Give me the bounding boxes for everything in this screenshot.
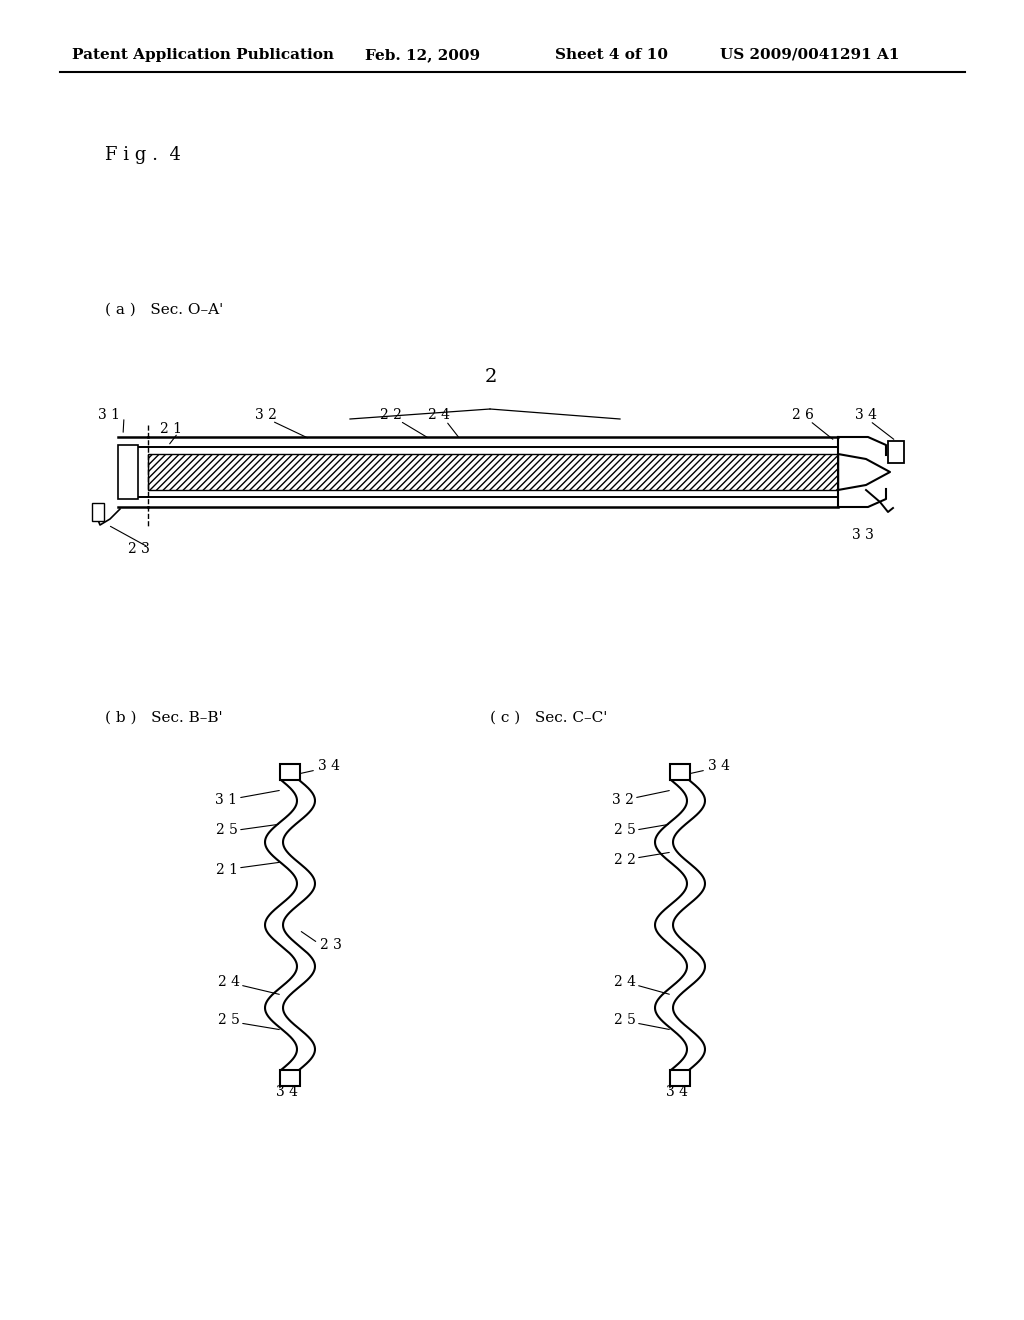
Bar xyxy=(888,441,904,463)
Text: 2 3: 2 3 xyxy=(319,939,342,952)
Text: 3 4: 3 4 xyxy=(855,408,877,422)
Polygon shape xyxy=(148,454,838,490)
Bar xyxy=(670,764,690,780)
Text: 2 5: 2 5 xyxy=(614,822,636,837)
Text: Feb. 12, 2009: Feb. 12, 2009 xyxy=(365,48,480,62)
Text: 2 5: 2 5 xyxy=(614,1012,636,1027)
Text: 3 3: 3 3 xyxy=(852,528,873,543)
Bar xyxy=(670,1071,690,1086)
Text: 2 5: 2 5 xyxy=(218,1012,240,1027)
Text: 3 2: 3 2 xyxy=(255,408,276,422)
Polygon shape xyxy=(265,780,315,1071)
Text: F i g .  4: F i g . 4 xyxy=(105,147,181,164)
Text: 3 4: 3 4 xyxy=(666,1085,688,1100)
Text: 2 4: 2 4 xyxy=(218,975,240,989)
Text: Sheet 4 of 10: Sheet 4 of 10 xyxy=(555,48,668,62)
Text: US 2009/0041291 A1: US 2009/0041291 A1 xyxy=(720,48,899,62)
Text: 2 4: 2 4 xyxy=(428,408,450,422)
Text: 3 4: 3 4 xyxy=(276,1085,298,1100)
Text: 3 4: 3 4 xyxy=(318,759,340,774)
Text: ( a )   Sec. O–A': ( a ) Sec. O–A' xyxy=(105,304,223,317)
Text: 2 2: 2 2 xyxy=(614,853,636,867)
Text: Patent Application Publication: Patent Application Publication xyxy=(72,48,334,62)
Bar xyxy=(280,764,300,780)
Bar xyxy=(92,503,104,521)
Text: 3 1: 3 1 xyxy=(215,793,237,807)
Text: 3 2: 3 2 xyxy=(612,793,634,807)
Text: ( b )   Sec. B–B': ( b ) Sec. B–B' xyxy=(105,711,222,725)
Bar xyxy=(280,1071,300,1086)
Text: 2 3: 2 3 xyxy=(128,543,150,556)
Text: 3 1: 3 1 xyxy=(98,408,120,422)
Bar xyxy=(118,445,138,499)
Text: 2 1: 2 1 xyxy=(160,422,182,436)
Text: ( c )   Sec. C–C': ( c ) Sec. C–C' xyxy=(490,711,607,725)
Text: 2 4: 2 4 xyxy=(614,975,636,989)
Text: 2 1: 2 1 xyxy=(216,863,238,876)
Text: 2: 2 xyxy=(485,368,498,385)
Text: 3 4: 3 4 xyxy=(708,759,730,774)
Polygon shape xyxy=(655,780,705,1071)
Text: 2 5: 2 5 xyxy=(216,822,238,837)
Text: 2 2: 2 2 xyxy=(380,408,401,422)
Text: 2 6: 2 6 xyxy=(792,408,814,422)
